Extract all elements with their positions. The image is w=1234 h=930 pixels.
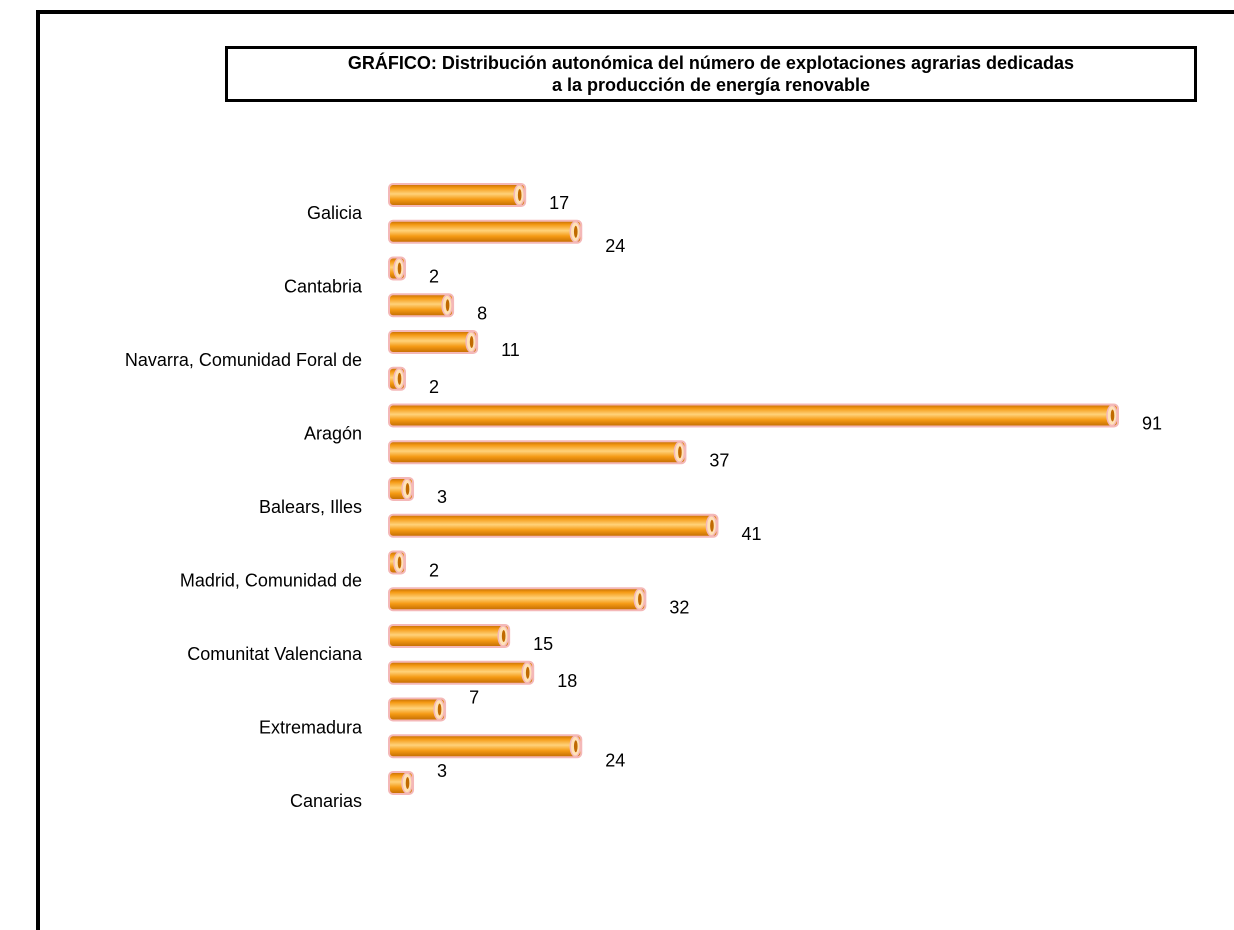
data-label-16: 3 (437, 761, 447, 781)
bar-body (388, 624, 511, 648)
data-label-15: 24 (605, 750, 625, 770)
bar-cap-inner (573, 225, 578, 238)
bar-body (388, 183, 527, 207)
bar-body (388, 734, 583, 759)
data-label-8: 3 (437, 487, 447, 507)
bar-body (388, 660, 535, 685)
bar-11 (388, 587, 647, 612)
bar-cap-inner (469, 336, 474, 348)
category-label-14: Extremadura (259, 718, 363, 738)
category-label-2: Cantabria (284, 277, 363, 297)
category-label-12: Comunitat Valenciana (187, 644, 363, 664)
data-label-9: 41 (741, 524, 761, 544)
bar-3 (388, 293, 455, 318)
bar-cap-inner (445, 299, 450, 312)
data-label-4: 11 (501, 340, 520, 360)
bar-cap-inner (638, 593, 642, 606)
bar-10 (388, 550, 407, 575)
bar-8 (388, 477, 415, 501)
bar-2 (388, 256, 407, 281)
data-label-6: 91 (1142, 414, 1162, 434)
bar-cap-inner (573, 740, 578, 753)
bar-cap-inner (525, 666, 530, 679)
bar-16 (388, 771, 415, 795)
bar-7 (388, 440, 687, 465)
bar-cap-inner (437, 703, 442, 716)
data-label-5: 2 (429, 377, 439, 397)
bar-0 (388, 183, 527, 207)
bar-cap-inner (678, 446, 682, 459)
bar-body (388, 587, 647, 612)
category-label-6: Aragón (304, 424, 362, 444)
bar-body (388, 513, 719, 538)
bar-chart: 17 Galicia 24 2 Cantabria 8 11 Navarra, Comunid… (125, 183, 1162, 811)
data-label-10: 2 (429, 561, 439, 581)
data-label-11: 32 (669, 597, 689, 617)
bar-body (388, 293, 455, 318)
bar-1 (388, 219, 583, 244)
bar-cap-inner (397, 262, 402, 275)
bar-cap-inner (517, 189, 522, 201)
bar-body (388, 330, 479, 354)
bar-body (388, 440, 687, 465)
chart-title: GRÁFICO: Distribución autonómica del núm… (225, 46, 1197, 102)
category-label-10: Madrid, Comunidad de (180, 571, 362, 591)
bar-cap-inner (1110, 409, 1115, 422)
bar-body (388, 697, 447, 722)
bar-body (388, 403, 1119, 428)
bar-cap-inner (710, 519, 714, 532)
bar-cap-inner (397, 372, 402, 385)
bar-5 (388, 366, 407, 391)
chart-title-line-1: GRÁFICO: Distribución autonómica del núm… (347, 53, 1075, 73)
data-label-7: 37 (709, 450, 729, 470)
bar-cap-inner (397, 556, 402, 569)
bar-cap-inner (405, 483, 410, 495)
bar-14 (388, 697, 447, 722)
category-label-4: Navarra, Comunidad Foral de (125, 350, 362, 370)
category-label-8: Balears, Illes (259, 497, 362, 517)
data-label-0: 17 (549, 193, 569, 213)
data-label-2: 2 (429, 267, 439, 287)
bar-6 (388, 403, 1119, 428)
bar-15 (388, 734, 583, 759)
category-label-16: Canarias (290, 791, 362, 811)
bar-13 (388, 660, 535, 685)
bar-12 (388, 624, 511, 648)
category-label-0: Galicia (307, 203, 363, 223)
data-label-1: 24 (605, 236, 625, 256)
data-label-12: 15 (533, 634, 553, 654)
data-label-14: 7 (469, 688, 479, 708)
bar-body (388, 219, 583, 244)
bar-4 (388, 330, 479, 354)
bar-cap-inner (405, 777, 410, 789)
data-label-3: 8 (477, 303, 487, 323)
chart-frame (36, 10, 1234, 930)
data-label-13: 18 (557, 671, 577, 691)
bar-cap-inner (501, 630, 506, 642)
bar-9 (388, 513, 719, 538)
chart-title-line-2: a la producción de energía renovable (551, 75, 871, 95)
